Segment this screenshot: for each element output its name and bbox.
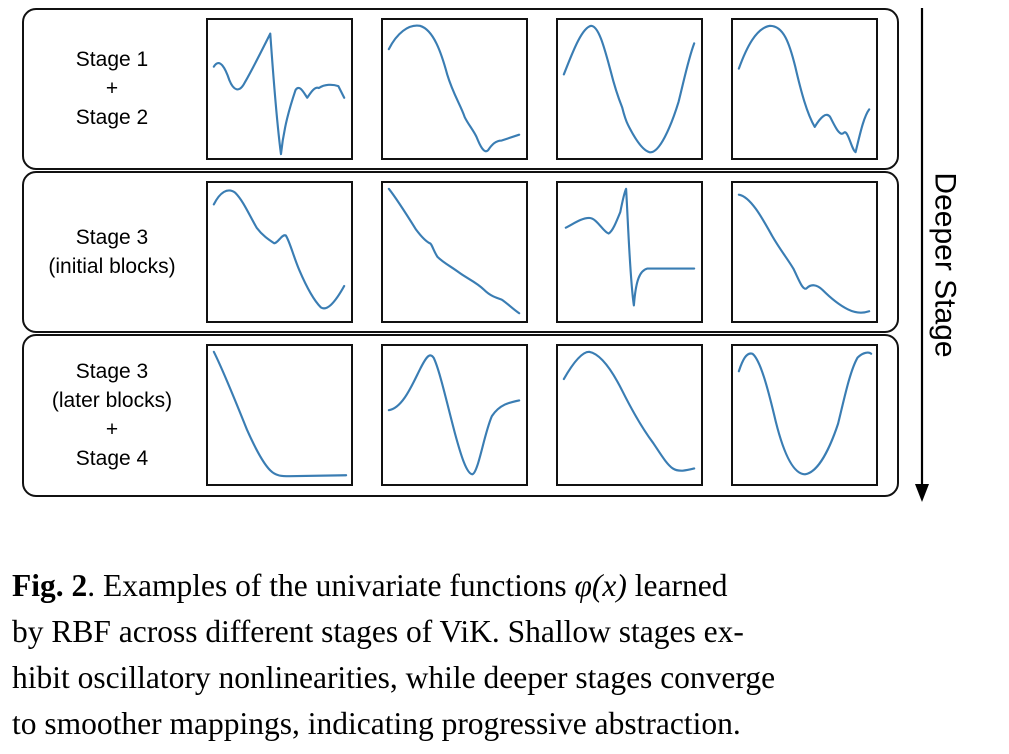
function-plot: [381, 181, 528, 323]
function-curve: [562, 350, 696, 472]
deeper-stage-arrow: [915, 8, 929, 502]
row-label-line: Stage 1: [75, 48, 149, 71]
figure-caption: Fig. 2. Examples of the univariate funct…: [12, 563, 990, 747]
function-curve: [737, 24, 871, 154]
caption-text: learned: [626, 568, 728, 603]
figure: Stage 1 + Stage 2 Stage 3 (initial block…: [22, 8, 972, 502]
function-curve: [564, 187, 696, 307]
row-label-line: +: [105, 77, 119, 100]
function-plot: [206, 18, 353, 160]
function-curve: [212, 189, 346, 310]
function-curve: [737, 351, 873, 476]
side-label: Deeper Stage: [918, 150, 972, 380]
stage-row-3: Stage 3 (later blocks) + Stage 4: [22, 334, 899, 497]
caption-lead: Fig. 2: [12, 568, 88, 603]
caption-text: . Examples of the univariate functions: [87, 568, 575, 603]
function-curve: [212, 350, 348, 478]
row-label-line: (initial blocks): [48, 254, 176, 278]
row-label-line: (later blocks): [51, 389, 173, 412]
function-curve: [212, 32, 346, 156]
function-plot: [556, 181, 703, 323]
function-plot: [381, 18, 528, 160]
function-plot: [206, 181, 353, 323]
caption-line-1: Fig. 2. Examples of the univariate funct…: [12, 563, 990, 609]
caption-line-3: hibit oscillatory nonlinearities, while …: [12, 660, 776, 695]
row-label: Stage 3 (initial blocks): [24, 173, 200, 330]
caption-line-2: by RBF across different stages of ViK. S…: [12, 614, 744, 649]
function-curve: [387, 24, 521, 153]
stage-row-2: Stage 3 (initial blocks): [22, 171, 899, 333]
row-label-line: Stage 4: [75, 447, 149, 470]
function-plot: [731, 181, 878, 323]
function-curve: [562, 24, 696, 154]
side-label-text: Deeper Stage: [929, 172, 963, 358]
row-label: Stage 3 (later blocks) + Stage 4: [24, 336, 200, 494]
function-plot: [556, 344, 703, 486]
row-label: Stage 1 + Stage 2: [24, 10, 200, 167]
caption-line-4: to smoother mappings, indicating progres…: [12, 706, 741, 741]
function-curve: [387, 354, 521, 476]
caption-symbol: φ(x): [574, 568, 627, 603]
function-plot: [381, 344, 528, 486]
row-label-line: +: [105, 418, 119, 441]
function-plot: [206, 344, 353, 486]
row-label-line: Stage 3: [75, 225, 149, 249]
row-label-line: Stage 2: [75, 106, 149, 129]
function-curve: [737, 193, 871, 314]
function-plot: [556, 18, 703, 160]
stage-row-1: Stage 1 + Stage 2: [22, 8, 899, 170]
function-curve: [387, 187, 521, 315]
function-plot: [731, 18, 878, 160]
function-plot: [731, 344, 878, 486]
row-label-line: Stage 3: [75, 360, 149, 383]
